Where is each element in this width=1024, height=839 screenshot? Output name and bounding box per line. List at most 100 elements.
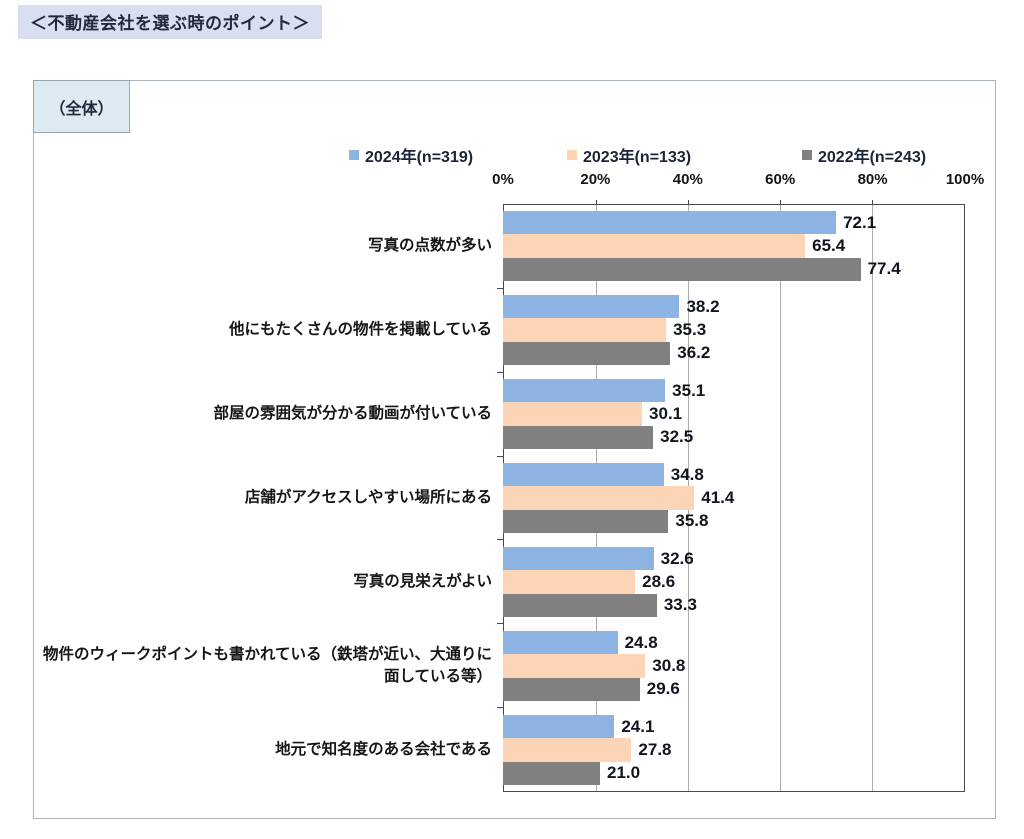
bar-value-label: 32.5 [660, 427, 694, 447]
x-axis-tick-label: 60% [765, 171, 796, 188]
bar-value-label: 21.0 [607, 763, 641, 783]
bar [503, 402, 643, 426]
bar [503, 761, 601, 786]
bar [503, 462, 664, 487]
bars-cell: 32.6 28.6 33.3 [503, 540, 965, 624]
bar-value-label: 28.6 [642, 571, 676, 591]
bar-value-label: 35.1 [672, 380, 706, 400]
x-axis-tick-label: 0% [492, 171, 514, 188]
bar-value-label: 24.1 [621, 716, 655, 736]
bar-value-label: 38.2 [686, 296, 720, 316]
x-axis-tick-label: 20% [580, 171, 611, 188]
x-axis-tick-label: 100% [945, 171, 985, 188]
bars-cell: 24.8 30.8 29.6 [503, 624, 965, 708]
legend-item: 2024年(n=319) [349, 143, 473, 167]
x-axis-labels: 0% 20% 40% 60% 80% 100% [34, 171, 995, 191]
category-label-cell: 写真の見栄えがよい [34, 540, 503, 624]
bar-value-label: 65.4 [812, 235, 846, 255]
bar [503, 714, 615, 739]
bar-row: 29.6 [503, 677, 965, 702]
bar-value-label: 33.3 [663, 595, 697, 615]
bar-row: 24.8 [503, 630, 965, 655]
bar-row: 38.2 [503, 294, 965, 319]
category-label-cell: 部屋の雰囲気が分かる動画が付いている [34, 372, 503, 456]
bar-row: 41.4 [503, 486, 965, 510]
bar [503, 378, 666, 403]
bar-value-label: 30.8 [652, 655, 686, 675]
category-label-cell: 物件のウィークポイントも書かれている（鉄塔が近い、大通りに面している等） [34, 624, 503, 708]
category-label: 地元で知名度のある会社である [275, 740, 492, 758]
bar [503, 294, 680, 319]
bar [503, 630, 618, 655]
legend-swatch-icon [567, 150, 577, 160]
bars-cell: 38.2 35.3 36.2 [503, 288, 965, 372]
category-group: 写真の見栄えがよい 32.6 28.6 33.3 [34, 540, 965, 624]
bar-value-label: 27.8 [638, 739, 672, 759]
gridline [871, 205, 873, 791]
axis-tick [871, 200, 873, 205]
category-label: 物件のウィークポイントも書かれている（鉄塔が近い、大通りに面している等） [42, 645, 492, 685]
category-group: 他にもたくさんの物件を掲載している 38.2 35.3 36.2 [34, 288, 965, 372]
bar-row: 35.1 [503, 378, 965, 403]
category-group: 物件のウィークポイントも書かれている（鉄塔が近い、大通りに面している等） 24.8… [34, 624, 965, 708]
bar [503, 677, 640, 702]
bars-cell: 34.8 41.4 35.8 [503, 456, 965, 540]
bar-row: 77.4 [503, 257, 965, 282]
page-title: ＜不動産会社を選ぶ時のポイント＞ [18, 5, 322, 39]
bar [503, 570, 636, 594]
bar-value-label: 29.6 [646, 679, 680, 699]
bar-value-label: 77.4 [867, 259, 901, 279]
bar-row: 32.5 [503, 425, 965, 450]
category-label: 部屋の雰囲気が分かる動画が付いている [213, 404, 492, 422]
legend-item: 2023年(n=133) [567, 143, 691, 167]
bar [503, 593, 657, 618]
bar-value-label: 30.1 [649, 403, 683, 423]
bar-row: 72.1 [503, 210, 965, 235]
legend-label: 2022年(n=243) [818, 149, 927, 166]
category-label-cell: 店舗がアクセスしやすい場所にある [34, 456, 503, 540]
x-axis-tick-label: 80% [857, 171, 888, 188]
axis-tick [497, 623, 504, 625]
bar-row: 24.1 [503, 714, 965, 739]
bar [503, 486, 695, 510]
axis-tick [497, 288, 504, 290]
bar [503, 341, 671, 366]
legend-swatch-icon [802, 150, 812, 160]
bars-cell: 35.1 30.1 32.5 [503, 372, 965, 456]
chart-legend: 2024年(n=319) 2023年(n=133) 2022年(n=243) [34, 143, 995, 167]
bar-row: 30.1 [503, 402, 965, 426]
legend-swatch-icon [349, 150, 359, 160]
bar [503, 210, 837, 235]
gridline [779, 205, 781, 791]
category-group: 部屋の雰囲気が分かる動画が付いている 35.1 30.1 32.5 [34, 372, 965, 456]
bar [503, 425, 654, 450]
bar-value-label: 34.8 [670, 464, 704, 484]
bars-cell: 72.1 65.4 77.4 [503, 204, 965, 288]
bar-row: 30.8 [503, 654, 965, 678]
bar-value-label: 32.6 [660, 548, 694, 568]
category-label: 他にもたくさんの物件を掲載している [228, 320, 492, 338]
legend-item: 2022年(n=243) [802, 143, 926, 167]
bar-row: 28.6 [503, 570, 965, 594]
bar-row: 27.8 [503, 738, 965, 762]
scope-badge: （全体） [33, 80, 130, 133]
bar-value-label: 35.3 [673, 319, 707, 339]
bar-value-label: 24.8 [624, 632, 658, 652]
axis-tick [779, 200, 781, 205]
bar-row: 34.8 [503, 462, 965, 487]
bar-row: 21.0 [503, 761, 965, 786]
bar-value-label: 41.4 [701, 487, 735, 507]
axis-tick [595, 200, 597, 205]
bar [503, 257, 861, 282]
category-label: 写真の見栄えがよい [353, 572, 492, 590]
axis-tick [497, 539, 504, 541]
bar-row: 33.3 [503, 593, 965, 618]
bar-row: 32.6 [503, 546, 965, 571]
bar [503, 234, 806, 258]
bar [503, 738, 632, 762]
category-label-cell: 地元で知名度のある会社である [34, 708, 503, 792]
bar-row: 35.8 [503, 509, 965, 534]
legend-label: 2024年(n=319) [365, 149, 474, 166]
bar [503, 509, 669, 534]
bar-value-label: 72.1 [843, 212, 877, 232]
